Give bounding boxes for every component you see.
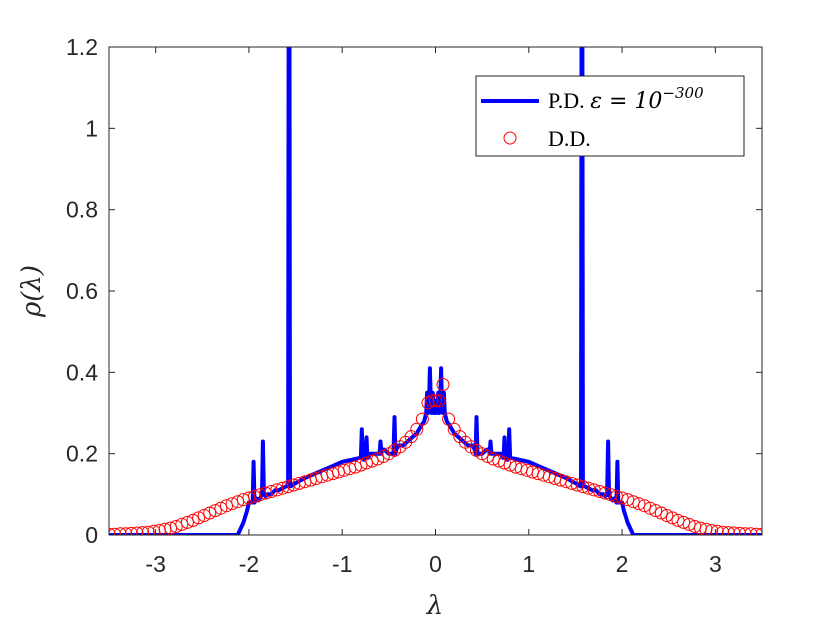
dd-marker [175, 517, 189, 531]
dd-marker [124, 526, 138, 535]
dd-marker [671, 513, 685, 527]
dd-marker [436, 378, 450, 391]
dd-marker [136, 526, 150, 535]
x-tick-label: -3 [145, 551, 165, 577]
legend-label-pd-text: P.D. [548, 88, 590, 113]
dd-marker [348, 460, 362, 474]
dd-marker [169, 520, 183, 533]
dd-marker [186, 513, 200, 527]
legend-box [475, 75, 745, 157]
series-layer [109, 47, 762, 535]
dd-marker [203, 506, 217, 520]
dd-marker [727, 526, 741, 535]
dd-marker [621, 493, 635, 507]
dd-marker [109, 527, 122, 535]
dd-marker [498, 456, 511, 470]
x-tick-label: -2 [239, 551, 259, 577]
dd-marker [638, 499, 651, 513]
dd-marker [141, 525, 155, 535]
legend-label-pd: P.D. ε = 10−300 [548, 84, 704, 114]
dd-marker [365, 454, 379, 468]
dd-marker [109, 527, 116, 535]
dd-marker [180, 515, 194, 529]
y-axis-label: ρ(λ) [17, 265, 47, 318]
y-tick-label: 0.2 [66, 441, 98, 467]
legend-label-dd: D.D. [548, 126, 591, 151]
legend: P.D. ε = 10−300 D.D. [475, 75, 745, 157]
dd-marker [665, 511, 679, 525]
dd-marker [432, 394, 446, 408]
y-tick-label: 0.6 [66, 278, 98, 304]
x-tick-label: 0 [429, 551, 442, 577]
dd-marker [721, 526, 735, 535]
dd-marker [192, 511, 206, 525]
y-tick-label: 0 [85, 522, 98, 548]
dd-marker [710, 524, 724, 535]
dd-marker [626, 495, 640, 509]
dd-marker [492, 454, 506, 468]
dd-marker [415, 412, 429, 426]
y-tick-label: 0.4 [66, 359, 98, 385]
x-tick-label: 2 [616, 551, 629, 577]
dd-marker [225, 497, 239, 511]
dd-marker [208, 504, 222, 518]
dd-marker [214, 501, 228, 515]
y-tick-label: 1.2 [66, 34, 98, 60]
legend-marker-swatch [503, 131, 517, 145]
dd-marker [749, 527, 762, 535]
y-tick-label: 1 [85, 115, 98, 141]
dd-marker [654, 506, 668, 520]
dd-marker [354, 458, 368, 472]
dd-marker [755, 527, 762, 535]
dd-marker [733, 526, 747, 535]
legend-label-pd-math: ε = 10 [590, 89, 662, 114]
dd-marker [705, 524, 719, 535]
dd-marker [113, 527, 127, 535]
dd-marker [677, 515, 691, 529]
dd-marker [360, 456, 373, 470]
dd-marker [410, 422, 424, 436]
dd-marker [481, 450, 495, 463]
dd-marker [643, 501, 657, 515]
dd-marker [660, 509, 674, 522]
dd-marker [371, 452, 385, 466]
dd-marker [130, 526, 144, 535]
dd-marker [220, 499, 233, 513]
y-tick-label: 0.8 [66, 197, 98, 223]
x-tick-label: 3 [709, 551, 722, 577]
dd-marker [429, 394, 442, 408]
dd-marker [197, 509, 211, 522]
series-line-pd [109, 47, 762, 535]
dd-marker [744, 527, 758, 535]
dd-marker [442, 412, 456, 426]
dd-marker [738, 527, 752, 535]
dd-marker [119, 527, 133, 535]
legend-label-pd-exponent: −300 [662, 84, 704, 102]
dd-marker [425, 394, 439, 408]
tick-layer: -3 -2 -1 0 1 2 3 0 0.2 0.4 0.6 0.8 1 1.2 [66, 34, 762, 577]
x-axis-label: λ [426, 591, 443, 621]
dd-marker [649, 504, 663, 518]
dd-marker [632, 497, 646, 511]
dd-marker [716, 525, 730, 535]
x-tick-label: 1 [522, 551, 535, 577]
x-tick-label: -1 [332, 551, 352, 577]
dd-marker [486, 452, 500, 466]
